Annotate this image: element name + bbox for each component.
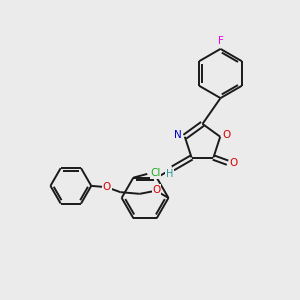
- Text: Cl: Cl: [151, 168, 161, 178]
- Text: O: O: [152, 185, 161, 195]
- Text: N: N: [174, 130, 182, 140]
- Text: O: O: [223, 130, 231, 140]
- Text: O: O: [103, 182, 111, 192]
- Text: F: F: [218, 36, 224, 46]
- Text: H: H: [166, 169, 173, 179]
- Text: O: O: [230, 158, 238, 168]
